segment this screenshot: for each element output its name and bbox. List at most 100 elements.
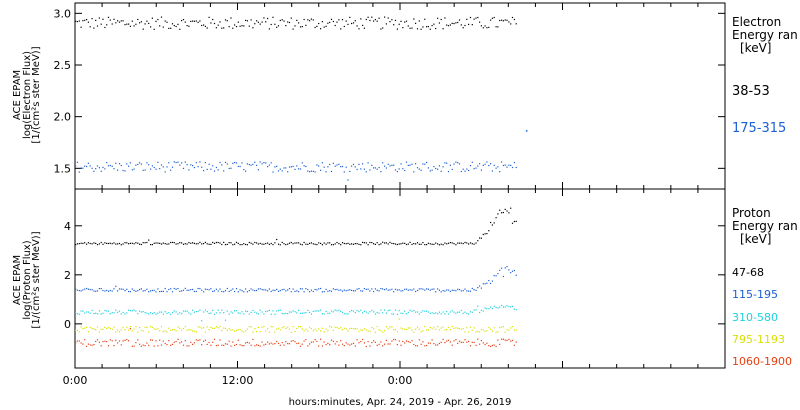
data-point [173, 328, 175, 331]
data-point [98, 331, 100, 333]
data-point [117, 342, 119, 344]
data-point [87, 21, 89, 23]
data-point [356, 288, 358, 290]
data-point [215, 326, 217, 328]
data-point [243, 25, 245, 27]
data-point [248, 326, 250, 328]
data-point [246, 20, 248, 22]
data-point [309, 171, 311, 173]
data-point [267, 290, 269, 292]
data-point [246, 291, 248, 293]
data-point [142, 344, 144, 346]
data-point [352, 310, 355, 312]
legend-entry: 1060-1900 [732, 355, 792, 368]
data-point [305, 243, 307, 245]
data-point [201, 327, 203, 329]
data-point [396, 171, 398, 173]
data-point [402, 168, 404, 170]
data-point [219, 161, 221, 164]
data-point [78, 290, 80, 292]
data-point [369, 290, 371, 292]
data-point [447, 339, 450, 341]
data-point [210, 243, 212, 245]
data-point [186, 289, 188, 291]
data-point [241, 345, 243, 347]
data-point [510, 306, 512, 308]
data-point [341, 19, 344, 21]
data-point [93, 27, 95, 29]
data-point [290, 331, 292, 333]
data-point [307, 170, 309, 172]
data-point [140, 329, 142, 331]
data-point [159, 242, 161, 244]
data-point [221, 27, 223, 29]
data-point [321, 313, 323, 315]
data-point [150, 168, 152, 170]
data-point [267, 328, 269, 330]
data-point [151, 289, 153, 292]
data-point [458, 311, 461, 313]
data-point [76, 243, 78, 245]
data-point [166, 21, 168, 23]
data-point [75, 244, 77, 246]
data-point [228, 340, 230, 342]
data-point [511, 166, 514, 169]
data-point [482, 283, 484, 285]
data-point [367, 244, 369, 246]
data-point [451, 344, 453, 346]
data-point [283, 313, 285, 315]
data-point [288, 343, 291, 345]
data-point [84, 327, 86, 329]
data-point [473, 309, 475, 311]
data-point [197, 339, 199, 342]
data-point [113, 288, 115, 290]
data-point [215, 166, 217, 169]
data-point [303, 241, 305, 244]
data-point [471, 329, 473, 331]
data-point [393, 24, 395, 26]
data-point [259, 23, 261, 25]
data-point [365, 345, 367, 348]
data-point [129, 25, 131, 27]
data-point [318, 345, 320, 347]
data-point [118, 288, 121, 290]
data-point [340, 166, 342, 168]
data-point [356, 243, 358, 245]
data-point [208, 163, 210, 165]
proton-ylabel: ACE EPAM log(Proton Flux) [1/(cm²s ster … [12, 231, 42, 328]
data-point [261, 289, 263, 291]
data-point [268, 28, 270, 30]
data-point [435, 328, 437, 330]
data-point [259, 309, 261, 311]
data-point [91, 167, 93, 169]
data-point [490, 282, 492, 284]
data-point [224, 319, 227, 321]
data-point [479, 285, 481, 287]
data-point [98, 310, 100, 312]
data-point [277, 25, 280, 27]
data-point [367, 341, 369, 343]
data-point [343, 345, 345, 347]
data-point [142, 330, 144, 332]
data-point [230, 17, 232, 19]
data-point [305, 312, 307, 314]
data-point [371, 16, 373, 18]
data-point [462, 243, 464, 245]
data-point [307, 289, 309, 291]
data-point [309, 343, 311, 345]
data-point [367, 288, 369, 290]
data-point [433, 326, 435, 328]
data-point [139, 326, 141, 329]
data-point [307, 309, 309, 311]
data-point [365, 171, 367, 173]
data-point [396, 313, 398, 315]
data-point [193, 167, 195, 169]
data-point [479, 311, 481, 314]
data-point [135, 23, 137, 25]
data-point [133, 243, 135, 245]
data-point [135, 242, 137, 244]
data-point [440, 327, 442, 329]
data-point [499, 306, 501, 308]
data-point [356, 328, 358, 330]
data-point [274, 166, 276, 168]
